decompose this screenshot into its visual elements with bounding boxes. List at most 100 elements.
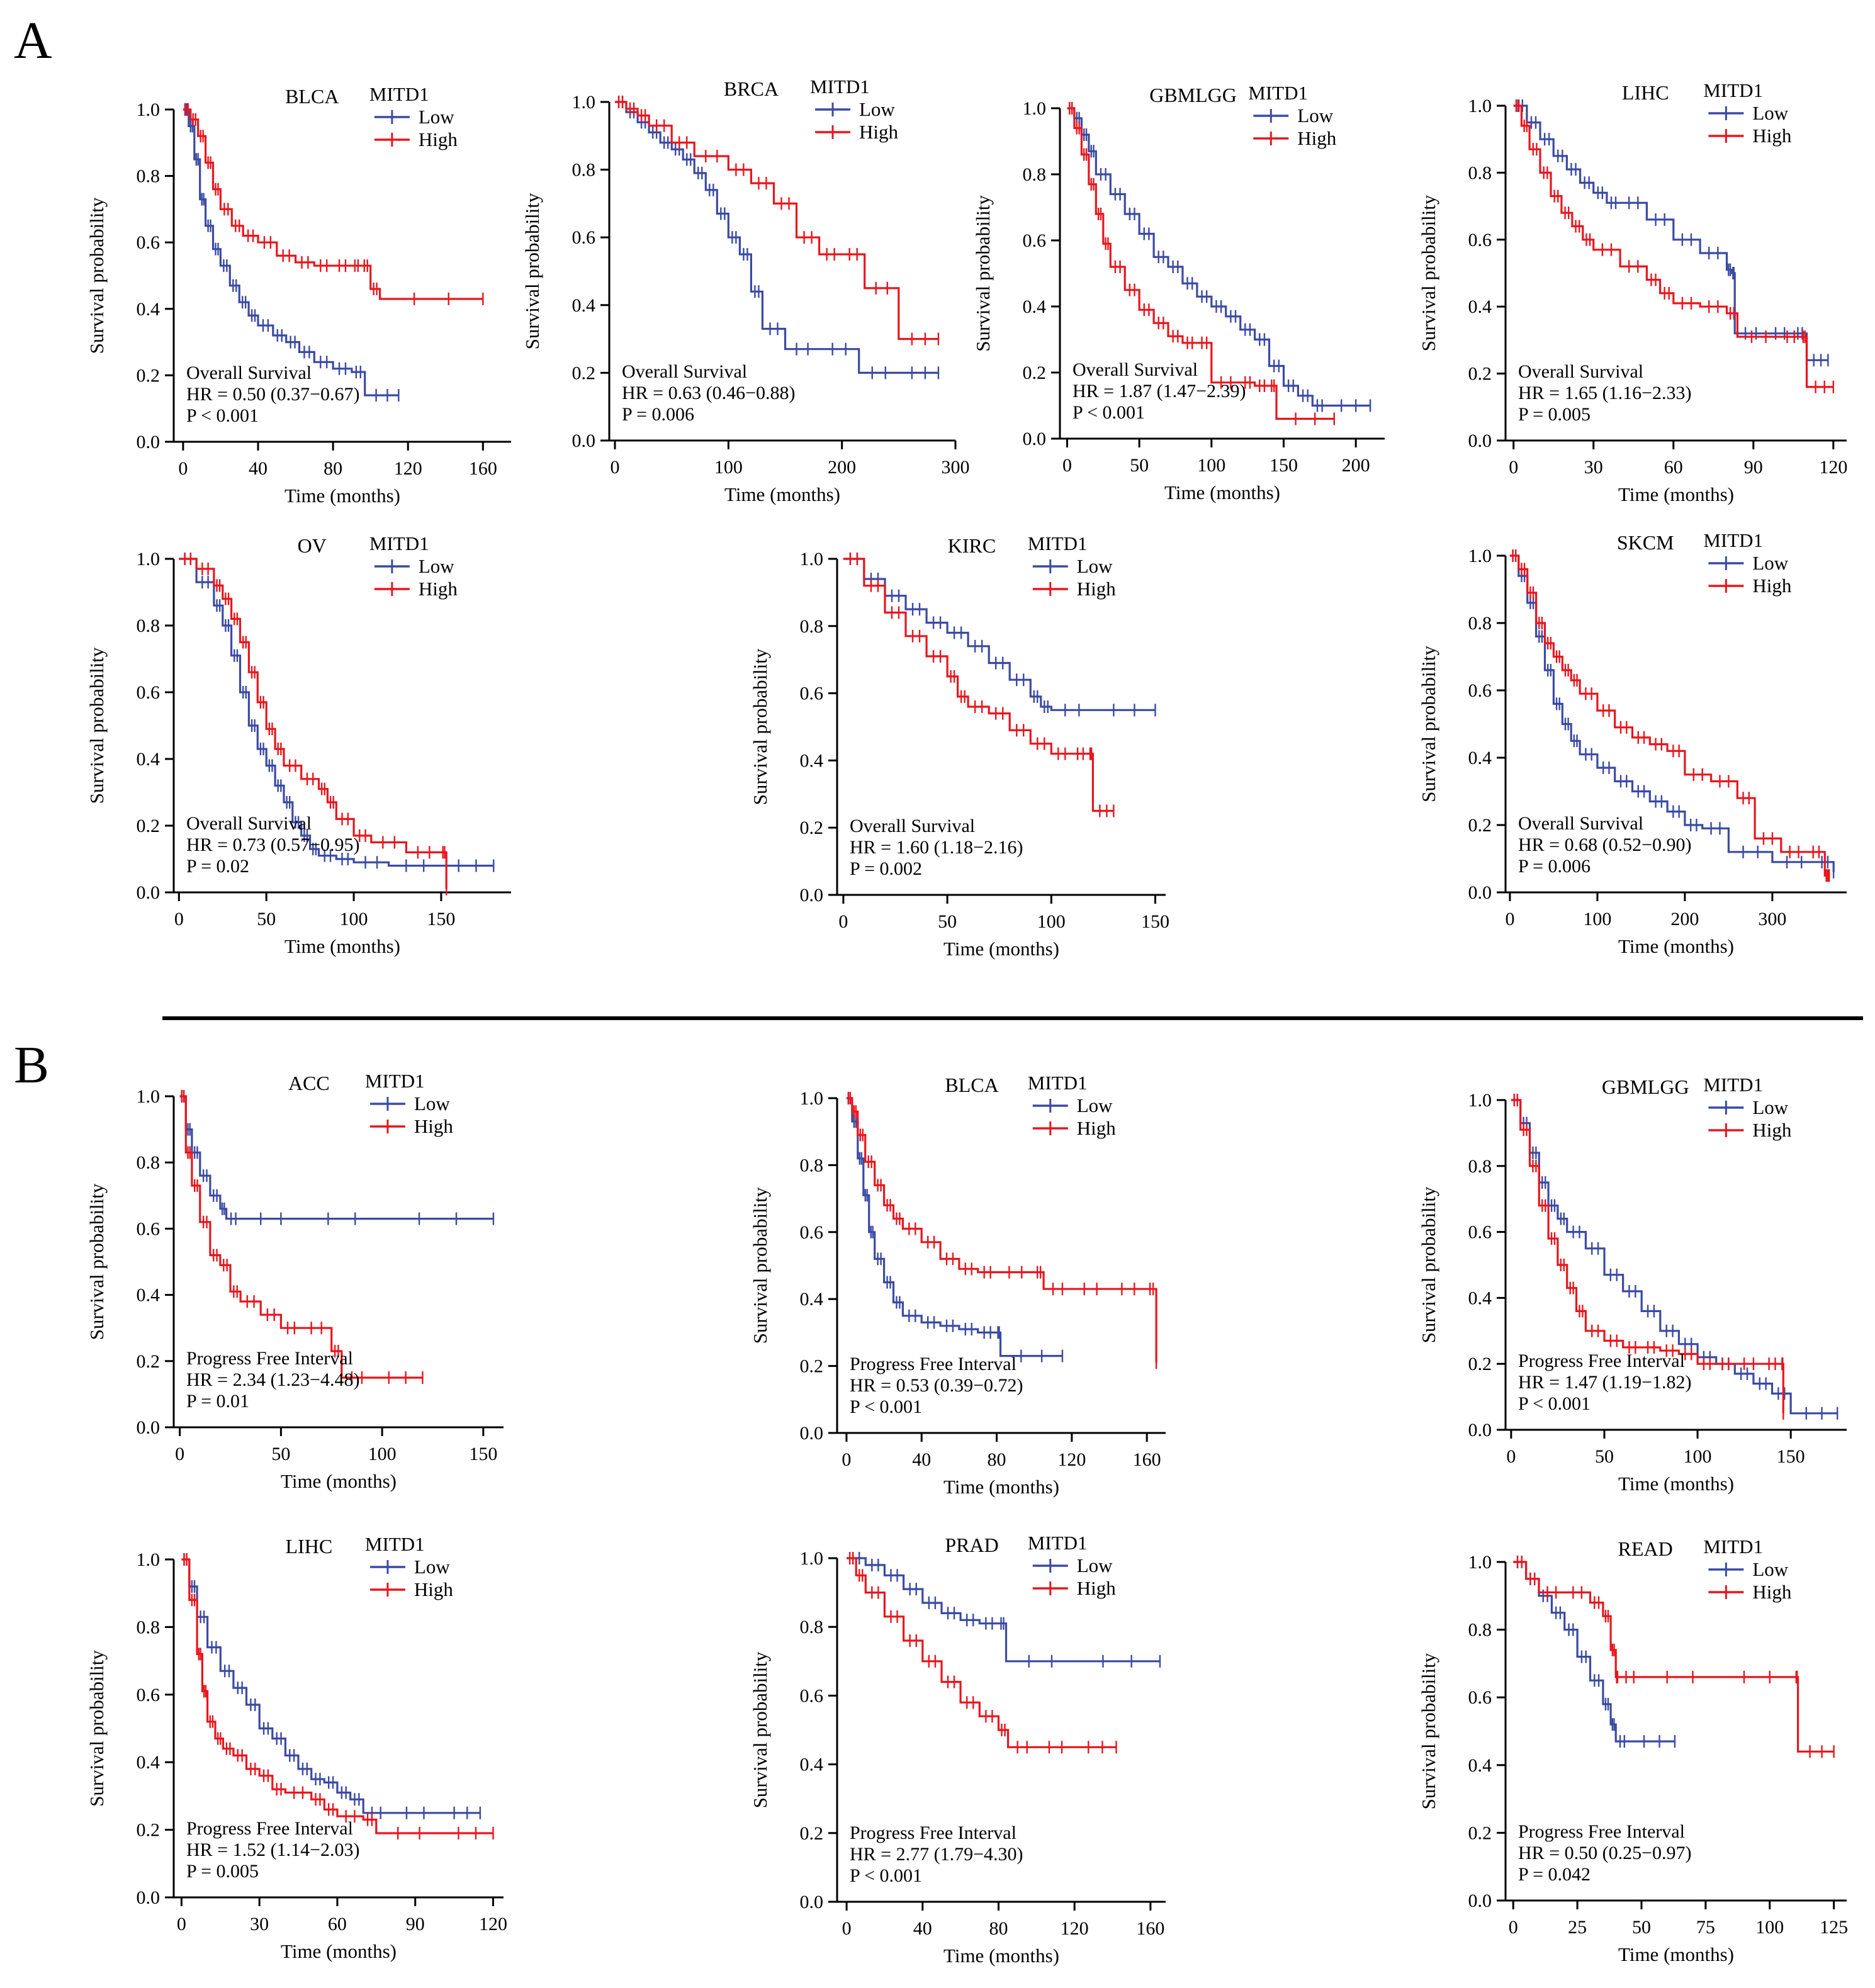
legend-title: MITD1	[1028, 532, 1088, 554]
x-tick-label: 25	[1568, 1917, 1587, 1938]
y-tick-label: 0.8	[1023, 164, 1047, 185]
km-plot-b-prad: 0.0 0.2 0.4 0.6 0.8 1.0 0 40 80 120 160 Time (month…	[749, 1532, 1166, 1967]
y-axis-label: Survival probability	[86, 1650, 108, 1807]
y-tick-label: 0.4	[572, 295, 596, 316]
annotation-p: P = 0.005	[186, 1861, 259, 1882]
annotation-endpoint: Progress Free Interval	[186, 1818, 353, 1839]
x-tick-label: 60	[1664, 457, 1683, 478]
plot-title: ACC	[288, 1072, 330, 1094]
y-axis-label: Survival probability	[1417, 1653, 1439, 1809]
censor-marks-high	[847, 1092, 1157, 1369]
legend-low-label: Low	[419, 106, 454, 128]
legend-low-label: Low	[1752, 552, 1788, 574]
y-tick-label: 0.6	[137, 1218, 160, 1239]
legend-low-label: Low	[1752, 102, 1788, 124]
y-tick-label: 0.8	[137, 615, 160, 636]
y-tick-label: 1.0	[137, 1549, 160, 1570]
y-tick-label: 0.6	[137, 1685, 160, 1705]
x-axis-label: Time (months)	[1618, 1473, 1734, 1495]
plot-title: GBMLGG	[1149, 84, 1237, 106]
legend-title: MITD1	[1703, 1536, 1763, 1558]
km-curve-high	[843, 558, 1114, 812]
y-tick-label: 0.6	[1468, 1222, 1492, 1243]
censor-marks-high	[617, 96, 940, 345]
km-curve-high	[1513, 104, 1833, 388]
legend-high-label: High	[414, 1115, 454, 1137]
x-tick-label: 0	[1509, 1917, 1518, 1938]
censor-marks-high	[848, 1552, 1117, 1754]
km-plot-b-acc: 0.0 0.2 0.4 0.6 0.8 1.0 0 50 100 150 Time (months)…	[86, 1070, 504, 1492]
y-tick-label: 0.0	[1023, 429, 1047, 449]
legend-high-label: High	[1077, 1577, 1117, 1599]
annotation-endpoint: Overall Survival	[622, 361, 747, 382]
y-tick-label: 1.0	[1023, 98, 1047, 119]
x-axis-label: Time (months)	[1618, 483, 1734, 505]
censor-marks-high	[1512, 549, 1830, 882]
y-tick-label: 0.2	[800, 1823, 824, 1844]
km-curve-low	[179, 558, 494, 867]
annotation-hr: HR = 1.60 (1.18−2.16)	[850, 837, 1023, 858]
y-tick-label: 0.4	[800, 750, 824, 771]
x-tick-label: 0	[611, 457, 620, 478]
y-tick-label: 1.0	[800, 1548, 824, 1569]
annotation-hr: HR = 0.50 (0.37−0.67)	[186, 384, 360, 405]
legend-low-label: Low	[859, 98, 895, 120]
censor-marks-high	[184, 553, 448, 896]
y-axis-label: Survival probability	[1417, 646, 1439, 802]
x-tick-label: 50	[938, 911, 957, 932]
km-plot-b-blca: 0.0 0.2 0.4 0.6 0.8 1.0 0 40 80 120 160 Time (month…	[749, 1072, 1166, 1498]
x-tick-label: 300	[942, 457, 970, 478]
x-axis-label: Time (months)	[1618, 1943, 1734, 1965]
annotation-p: P = 0.006	[622, 404, 694, 425]
censor-marks-low	[184, 103, 400, 402]
annotation-p: P = 0.005	[1518, 404, 1591, 425]
km-plot-b-read: 0.0 0.2 0.4 0.6 0.8 1.0 0 25 50 75 100 125 Time (mon…	[1417, 1536, 1848, 1965]
y-tick-label: 0.4	[800, 1755, 824, 1775]
x-tick-label: 90	[1744, 457, 1763, 478]
x-tick-label: 50	[1595, 1446, 1614, 1467]
censor-marks-low	[847, 1092, 1064, 1362]
y-tick-label: 0.0	[1468, 1890, 1492, 1911]
x-tick-label: 40	[249, 458, 267, 479]
x-tick-label: 100	[1583, 909, 1611, 929]
y-tick-label: 0.2	[1468, 364, 1492, 385]
annotation-endpoint: Progress Free Interval	[186, 1348, 353, 1369]
km-curve-high	[179, 1095, 423, 1379]
x-axis-label: Time (months)	[1618, 935, 1734, 957]
x-tick-label: 80	[988, 1449, 1006, 1470]
legend-high-label: High	[419, 128, 458, 150]
y-tick-label: 0.8	[137, 1617, 160, 1637]
plot-title: BLCA	[945, 1074, 998, 1096]
y-tick-label: 1.0	[137, 99, 160, 120]
y-tick-label: 0.8	[1468, 1620, 1492, 1641]
annotation-p: P = 0.002	[850, 858, 922, 879]
annotation-endpoint: Overall Survival	[186, 813, 312, 834]
y-tick-label: 0.6	[800, 1222, 824, 1243]
legend-high-label: High	[1752, 1119, 1792, 1141]
annotation-hr: HR = 0.73 (0.57−0.95)	[186, 834, 360, 855]
censor-marks-high	[181, 1090, 424, 1384]
x-tick-label: 200	[1342, 455, 1370, 476]
x-tick-label: 100	[1684, 1446, 1712, 1467]
plot-title: KIRC	[948, 534, 996, 557]
y-tick-label: 0.0	[800, 885, 824, 906]
annotation-hr: HR = 1.52 (1.14−2.03)	[186, 1839, 360, 1860]
x-tick-label: 100	[1755, 1917, 1784, 1938]
legend-low-label: Low	[414, 1092, 450, 1115]
y-tick-label: 1.0	[137, 1086, 160, 1107]
x-tick-label: 30	[250, 1914, 269, 1935]
legend-high-label: High	[1752, 575, 1792, 597]
y-tick-label: 0.4	[1468, 1288, 1492, 1308]
x-tick-label: 120	[394, 458, 422, 479]
annotation-p: P = 0.042	[1518, 1864, 1591, 1885]
km-curve-high	[179, 558, 448, 889]
x-axis-label: Time (months)	[1164, 481, 1280, 503]
legend-high-label: High	[419, 578, 458, 600]
y-tick-label: 0.2	[572, 362, 596, 383]
x-tick-label: 100	[368, 1444, 397, 1464]
km-plot-b-lihc: 0.0 0.2 0.4 0.6 0.8 1.0 0 30 60 90 120 Time (months…	[86, 1533, 507, 1962]
x-tick-label: 150	[1141, 911, 1169, 932]
y-tick-label: 0.0	[800, 1892, 824, 1912]
censor-marks-low	[1517, 99, 1829, 367]
x-tick-label: 120	[1057, 1449, 1086, 1470]
